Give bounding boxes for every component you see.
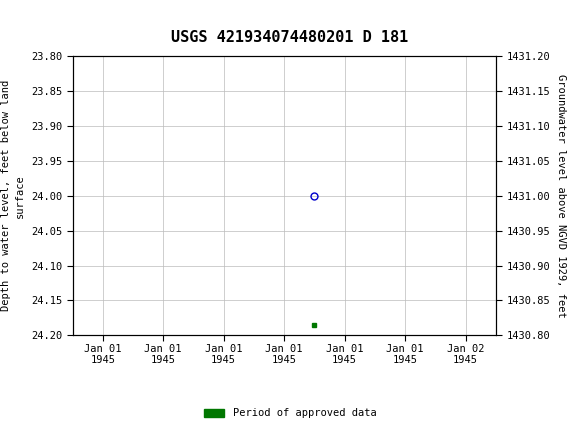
Y-axis label: Depth to water level, feet below land
surface: Depth to water level, feet below land su… bbox=[1, 80, 26, 311]
Text: ≡USGS: ≡USGS bbox=[7, 9, 57, 27]
Y-axis label: Groundwater level above NGVD 1929, feet: Groundwater level above NGVD 1929, feet bbox=[556, 74, 566, 317]
Text: USGS 421934074480201 D 181: USGS 421934074480201 D 181 bbox=[171, 30, 409, 45]
Legend: Period of approved data: Period of approved data bbox=[200, 404, 380, 423]
